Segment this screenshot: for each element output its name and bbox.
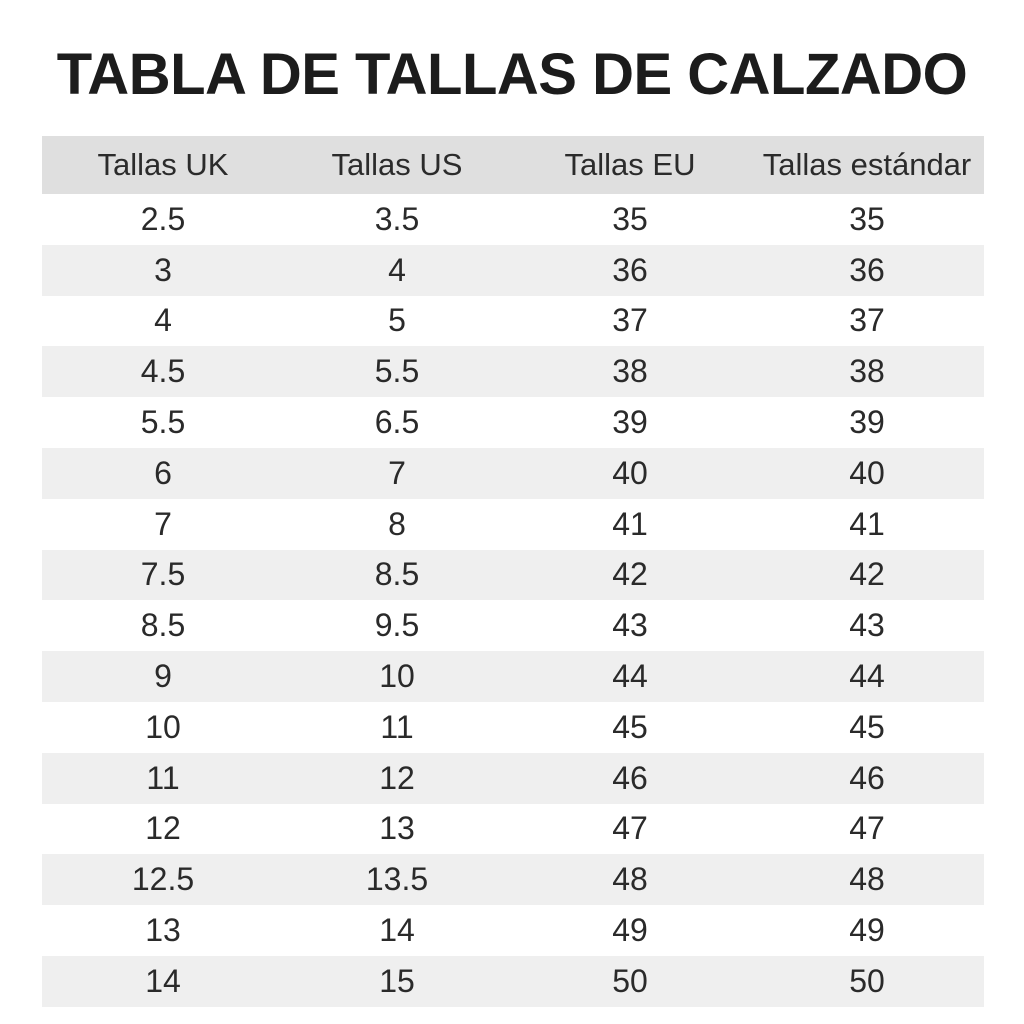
cell-uk: 14 <box>145 962 181 999</box>
cell-standard: 40 <box>849 454 885 491</box>
cell-standard: 44 <box>849 658 885 695</box>
cell-eu: 46 <box>612 759 648 796</box>
cell-standard: 45 <box>849 708 885 745</box>
cell-standard: 43 <box>849 607 885 644</box>
cell-standard: 35 <box>849 200 885 237</box>
cell-standard: 47 <box>849 810 885 847</box>
table-row: 10 11 45 45 <box>42 702 984 753</box>
cell-standard: 39 <box>849 404 885 441</box>
size-table: Tallas UK Tallas US Tallas EU Tallas est… <box>42 136 984 1007</box>
cell-eu: 44 <box>612 658 648 695</box>
cell-eu: 39 <box>612 404 648 441</box>
table-row: 7.5 8.5 42 42 <box>42 549 984 601</box>
cell-eu: 45 <box>612 708 648 745</box>
cell-uk: 12 <box>145 810 181 847</box>
cell-us: 8.5 <box>374 556 420 593</box>
cell-standard: 49 <box>849 912 885 949</box>
table-row: 12 13 47 47 <box>42 804 984 855</box>
cell-us: 3.5 <box>374 200 420 237</box>
column-header-uk: Tallas UK <box>97 147 229 182</box>
cell-us: 6.5 <box>374 404 420 441</box>
table-row: 7 8 41 41 <box>42 499 984 550</box>
column-header-us: Tallas US <box>331 147 463 182</box>
table-header-row: Tallas UK Tallas US Tallas EU Tallas est… <box>42 136 984 194</box>
column-header-eu: Tallas EU <box>564 147 696 182</box>
table-row: 12.5 13.5 48 48 <box>42 854 984 906</box>
table-row: 11 12 46 46 <box>42 752 984 804</box>
cell-uk: 13 <box>145 912 181 949</box>
table-row: 6 7 40 40 <box>42 447 984 499</box>
cell-eu: 35 <box>612 200 648 237</box>
cell-uk: 12.5 <box>131 861 195 898</box>
cell-us: 10 <box>379 658 415 695</box>
cell-standard: 41 <box>849 505 885 542</box>
table-row: 9 10 44 44 <box>42 651 984 702</box>
page-title: TABLA DE TALLAS DE CALZADO <box>56 42 968 107</box>
cell-eu: 40 <box>612 454 648 491</box>
cell-uk: 4 <box>154 302 172 339</box>
cell-eu: 50 <box>612 962 648 999</box>
cell-uk: 5.5 <box>140 404 186 441</box>
cell-uk: 7.5 <box>140 556 186 593</box>
cell-eu: 42 <box>612 556 648 593</box>
table-row: 5.5 6.5 39 39 <box>42 397 984 448</box>
cell-eu: 41 <box>612 505 648 542</box>
cell-uk: 4.5 <box>140 353 186 390</box>
cell-standard: 46 <box>849 759 885 796</box>
cell-standard: 48 <box>849 861 885 898</box>
cell-standard: 42 <box>849 556 885 593</box>
cell-uk: 11 <box>146 759 180 796</box>
cell-us: 14 <box>379 912 415 949</box>
cell-uk: 9 <box>154 658 172 695</box>
cell-eu: 43 <box>612 607 648 644</box>
cell-eu: 37 <box>612 302 648 339</box>
cell-standard: 50 <box>849 962 885 999</box>
cell-us: 11 <box>380 708 414 745</box>
cell-eu: 48 <box>612 861 648 898</box>
cell-uk: 8.5 <box>140 607 186 644</box>
cell-uk: 2.5 <box>140 200 186 237</box>
cell-us: 5.5 <box>374 353 420 390</box>
cell-uk: 7 <box>154 505 172 542</box>
table-row: 3 4 36 36 <box>42 244 984 296</box>
table-row: 13 14 49 49 <box>42 905 984 956</box>
cell-eu: 49 <box>612 912 648 949</box>
cell-us: 13.5 <box>365 861 429 898</box>
table-body: 2.5 3.5 35 35 3 4 36 36 4 5 37 37 4.5 5.5 38 38 5.5 6.5 39… <box>42 194 984 1007</box>
cell-standard: 37 <box>849 302 885 339</box>
table-row: 8.5 9.5 43 43 <box>42 600 984 651</box>
cell-uk: 6 <box>154 454 172 491</box>
table-row: 4.5 5.5 38 38 <box>42 346 984 398</box>
cell-us: 12 <box>379 759 415 796</box>
cell-us: 15 <box>379 962 415 999</box>
cell-us: 8 <box>388 505 406 542</box>
cell-eu: 47 <box>612 810 648 847</box>
cell-uk: 10 <box>145 708 181 745</box>
cell-us: 7 <box>388 454 406 491</box>
cell-standard: 38 <box>849 353 885 390</box>
cell-eu: 36 <box>612 251 648 288</box>
cell-us: 13 <box>379 810 415 847</box>
cell-eu: 38 <box>612 353 648 390</box>
cell-us: 4 <box>388 251 406 288</box>
table-row: 2.5 3.5 35 35 <box>42 194 984 245</box>
column-header-standard: Tallas estándar <box>762 147 972 182</box>
cell-standard: 36 <box>849 251 885 288</box>
cell-uk: 3 <box>154 251 172 288</box>
table-row: 4 5 37 37 <box>42 296 984 347</box>
table-row: 14 15 50 50 <box>42 955 984 1007</box>
cell-us: 9.5 <box>374 607 420 644</box>
cell-us: 5 <box>388 302 406 339</box>
